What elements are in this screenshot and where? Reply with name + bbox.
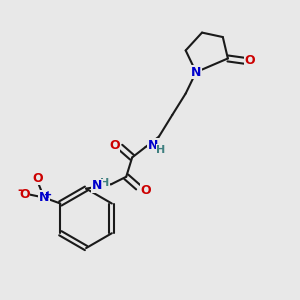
Text: N: N [148,139,158,152]
Text: O: O [140,184,151,196]
Text: -: - [18,184,23,196]
Text: O: O [19,188,30,201]
Text: O: O [109,139,120,152]
Text: N: N [191,66,201,79]
Text: N: N [39,191,49,204]
Text: N: N [92,179,102,192]
Text: H: H [156,145,166,155]
Text: H: H [100,178,110,188]
Text: O: O [33,172,44,185]
Text: +: + [44,190,52,200]
Text: O: O [244,54,255,67]
